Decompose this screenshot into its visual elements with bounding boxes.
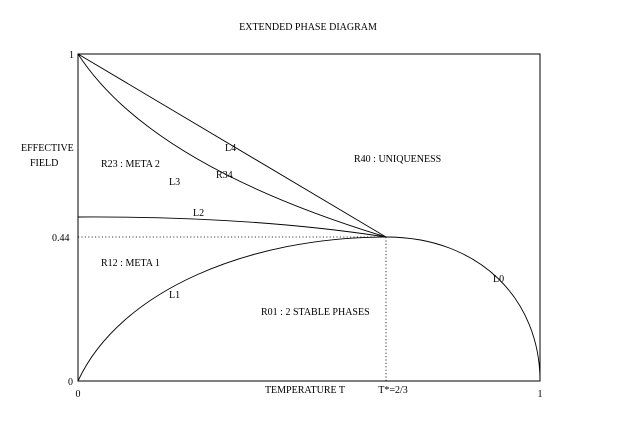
- x-tick-min: 0: [76, 389, 81, 400]
- curve-label-l1: L1: [169, 290, 180, 301]
- y-axis-label-line1: EFFECTIVE: [21, 143, 74, 154]
- curve-label-l3: L3: [169, 177, 180, 188]
- region-label-r34: R34: [216, 170, 233, 181]
- region-label-r23: R23 : META 2: [101, 159, 160, 170]
- x-tick-special: T*=2/3: [378, 385, 408, 396]
- x-axis-label: TEMPERATURE T: [265, 385, 345, 396]
- region-label-r01: R01 : 2 STABLE PHASES: [261, 307, 370, 318]
- y-tick-special: 0.44: [52, 233, 70, 244]
- curve-label-l2: L2: [193, 208, 204, 219]
- curve-l3: [77, 53, 387, 238]
- curve-l0: [385, 236, 541, 382]
- diagram-title: EXTENDED PHASE DIAGRAM: [239, 22, 377, 33]
- region-label-r40: R40 : UNIQUENESS: [354, 154, 441, 165]
- y-tick-max: 1: [69, 50, 74, 61]
- curve-l2: [77, 216, 387, 238]
- curve-l1: [77, 236, 387, 382]
- curve-label-l0: L0: [493, 274, 504, 285]
- region-label-r12: R12 : META 1: [101, 258, 160, 269]
- x-tick-max: 1: [538, 389, 543, 400]
- curve-l4: [77, 53, 387, 238]
- y-axis-label-line2: FIELD: [30, 158, 58, 169]
- curve-label-l4: L4: [225, 143, 236, 154]
- plot-frame: [77, 53, 541, 382]
- y-tick-min: 0: [68, 377, 73, 388]
